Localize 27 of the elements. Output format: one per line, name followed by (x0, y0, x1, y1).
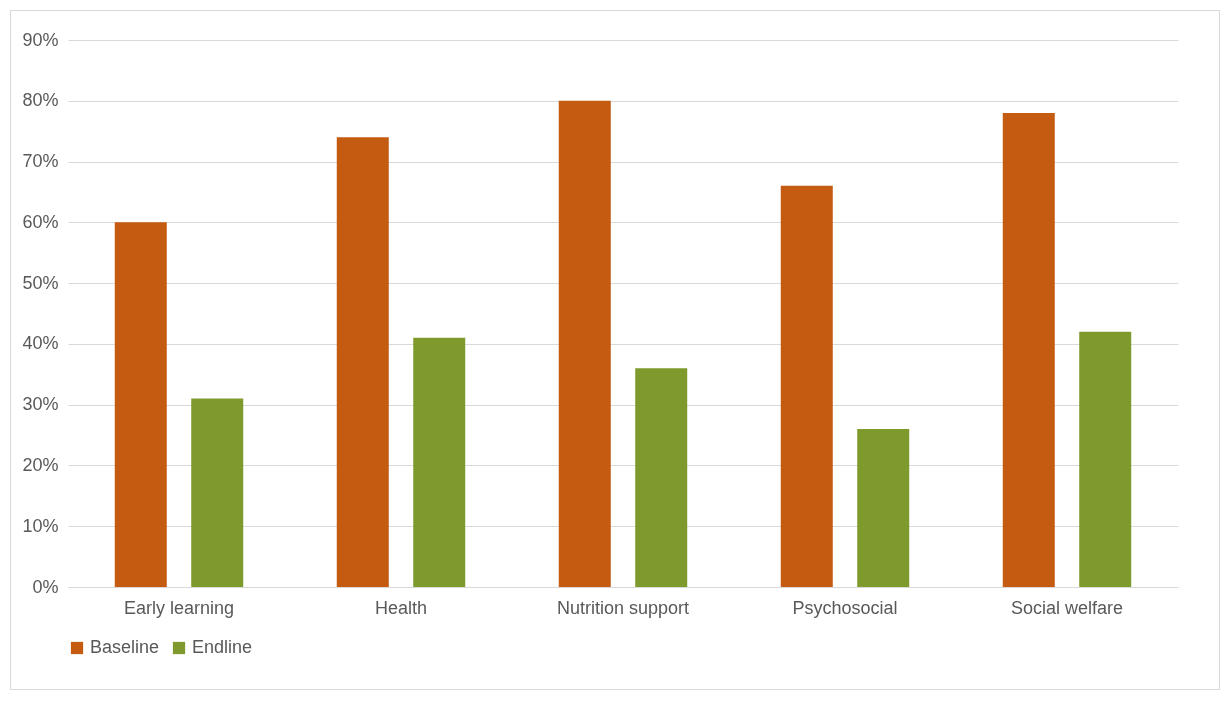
legend-label: Endline (192, 637, 253, 657)
bar (1079, 331, 1132, 587)
bar (780, 185, 833, 587)
bar (413, 337, 466, 587)
x-tick-label: Nutrition support (556, 597, 690, 618)
x-tick-label: Early learning (123, 597, 235, 618)
y-tick-label: 0% (32, 576, 59, 597)
bar (336, 137, 389, 587)
bar (857, 428, 910, 587)
y-tick-label: 80% (22, 90, 59, 111)
y-tick-label: 40% (22, 333, 59, 354)
bar (114, 222, 167, 587)
y-tick-label: 90% (22, 29, 59, 50)
x-tick-label: Health (374, 597, 428, 618)
y-tick-label: 70% (22, 151, 59, 172)
bar (1002, 112, 1055, 587)
y-tick-label: 50% (22, 272, 59, 293)
y-tick-label: 20% (22, 454, 59, 475)
bar (635, 368, 688, 587)
bar (558, 100, 611, 587)
x-tick-label: Psychosocial (792, 597, 898, 618)
y-tick-label: 60% (22, 211, 59, 232)
y-tick-label: 30% (22, 394, 59, 415)
x-tick-label: Social welfare (1010, 597, 1124, 618)
legend-label: Baseline (90, 637, 160, 657)
bar (191, 398, 244, 587)
y-tick-label: 10% (22, 515, 59, 536)
